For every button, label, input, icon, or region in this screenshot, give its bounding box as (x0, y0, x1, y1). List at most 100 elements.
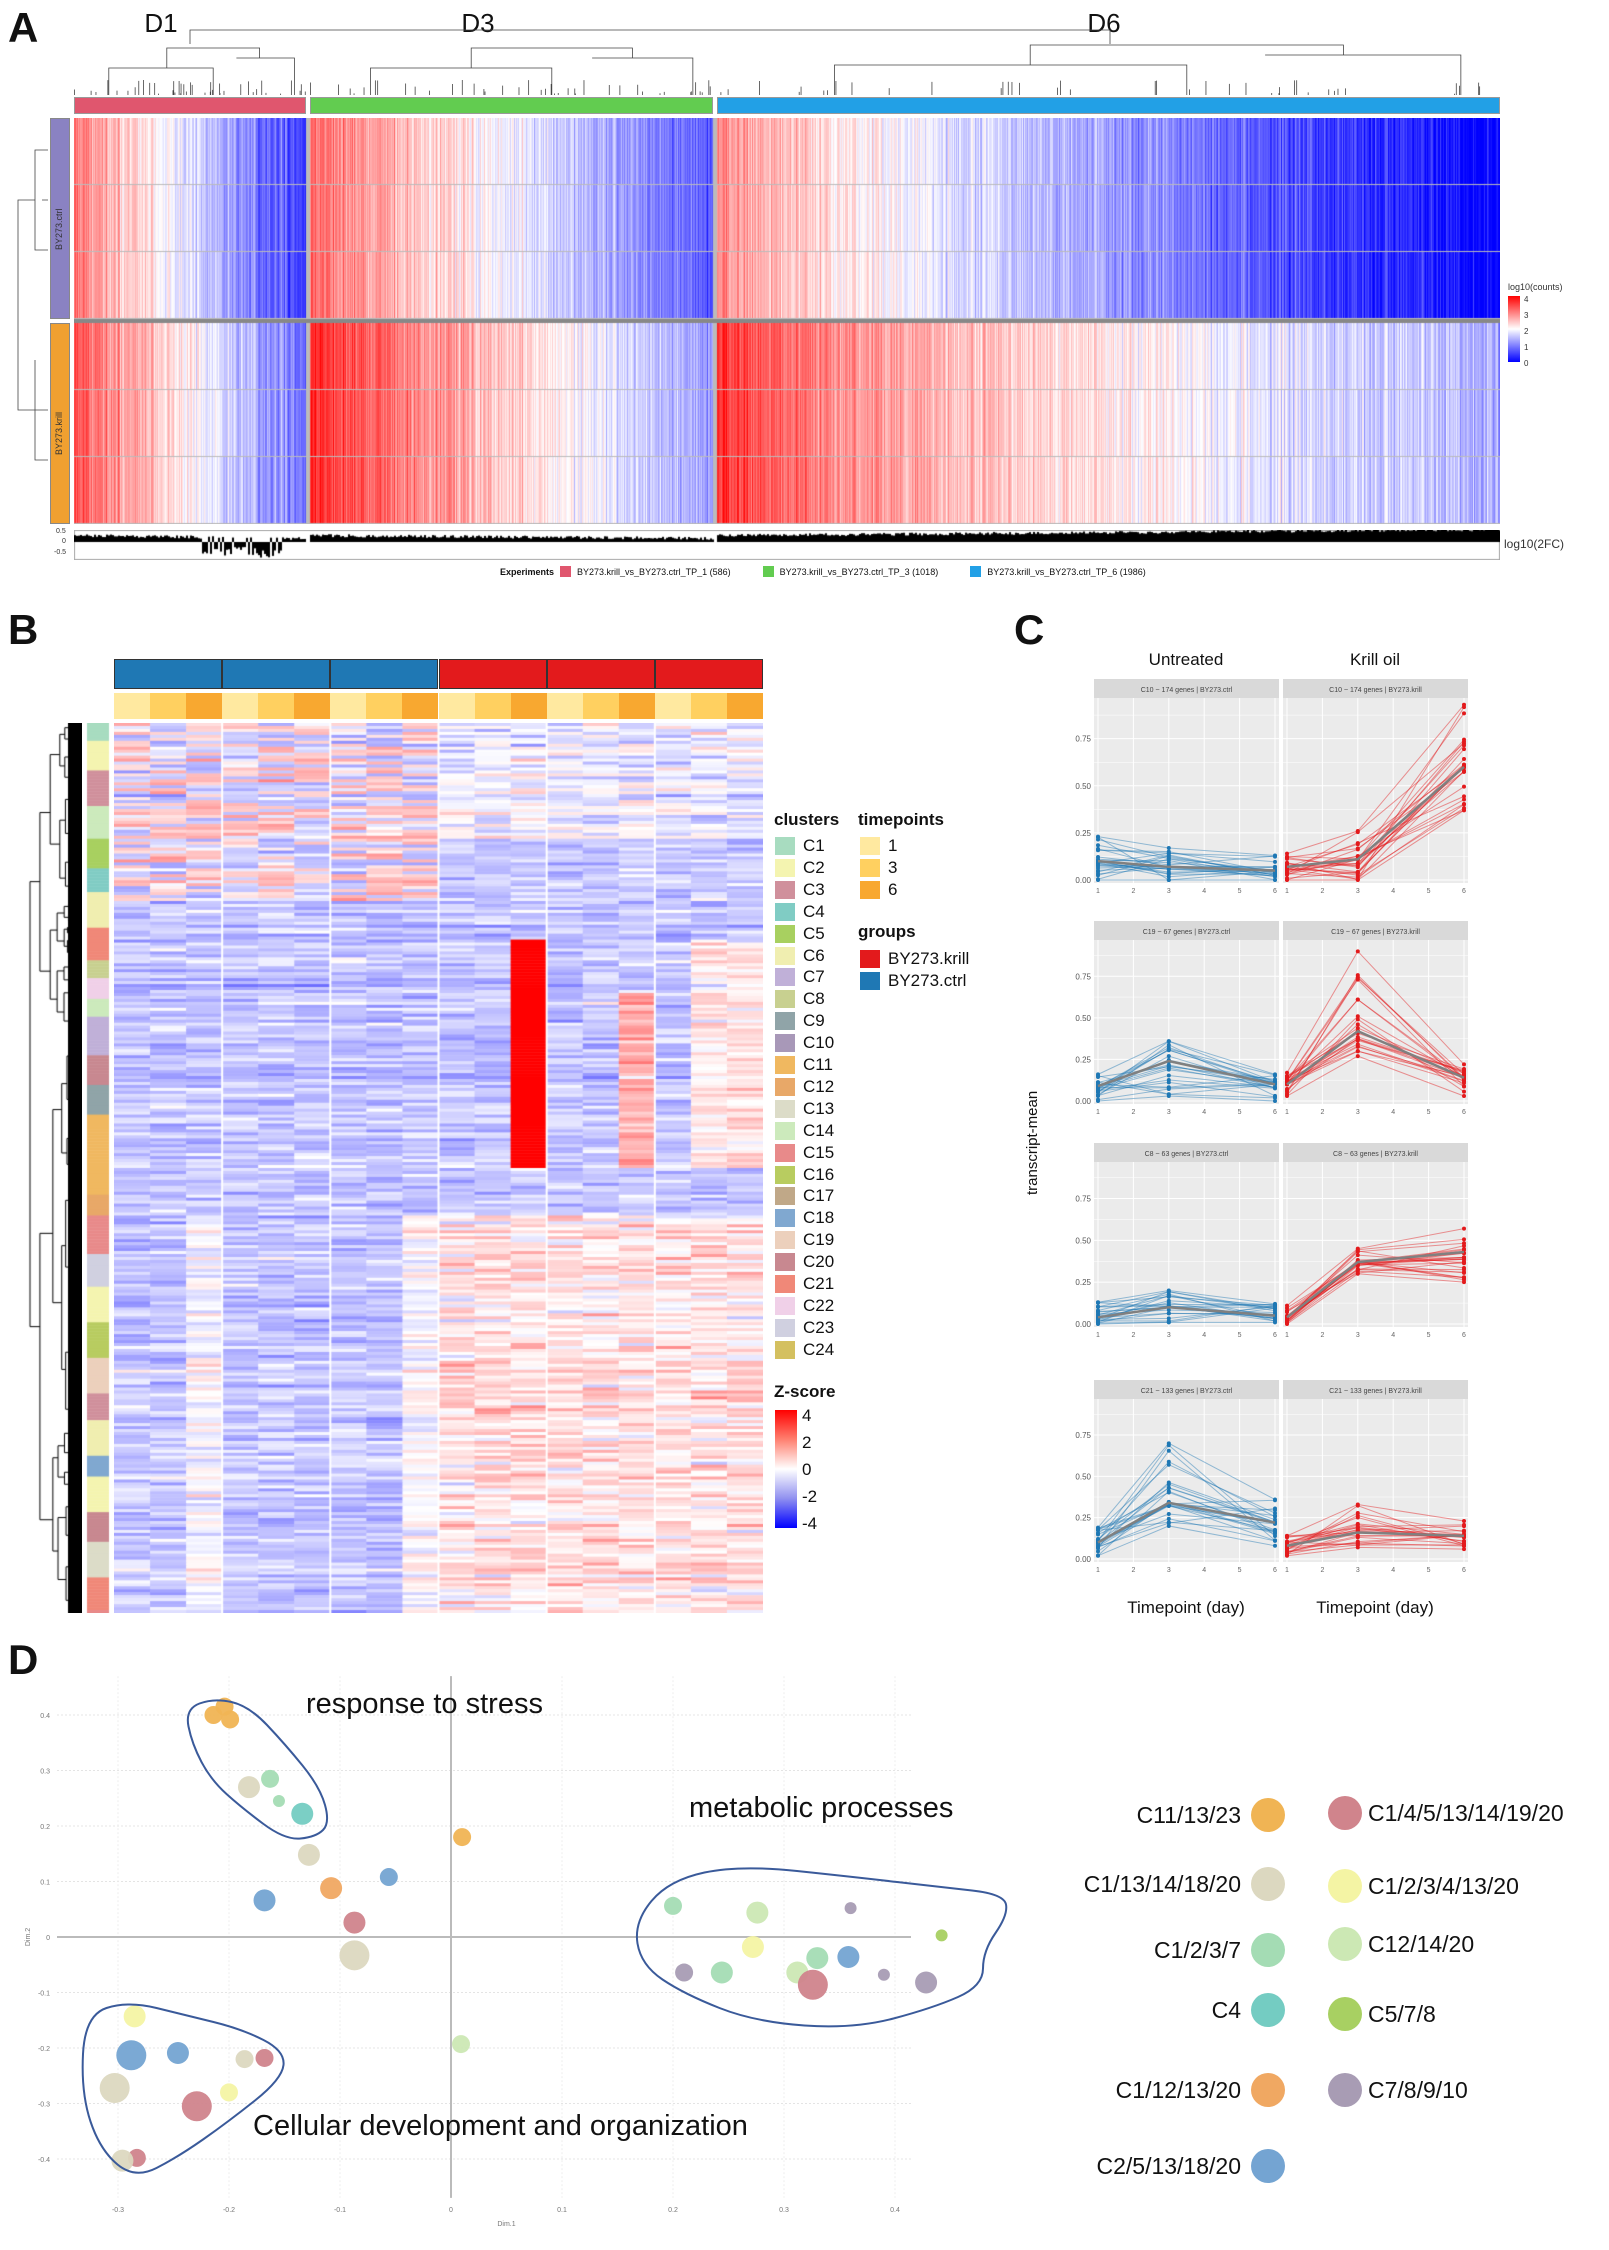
x-axis-label: Dim.1 (497, 2221, 515, 2228)
x-tick-label: 4 (1391, 1567, 1395, 1574)
legend-swatch (775, 946, 795, 965)
x-tick-label: 6 (1273, 1567, 1277, 1574)
legend-swatch (560, 566, 572, 577)
x-tick-label: 2 (1320, 1332, 1324, 1339)
x-tick-label: 0.1 (557, 2207, 567, 2214)
x-tick-label: 4 (1391, 888, 1395, 895)
column-group-label-d1: D1 (144, 8, 178, 38)
y-tick-label: 0.3 (40, 1769, 50, 1776)
facet-panel (1283, 940, 1468, 1104)
gene-point (1166, 877, 1171, 882)
gene-point (1166, 1294, 1171, 1299)
gene-point (1355, 861, 1360, 866)
gene-point (1462, 1275, 1466, 1280)
gene-point (1462, 1257, 1466, 1262)
gene-point (1166, 853, 1171, 858)
timepoint-annotation-cell (114, 693, 151, 719)
gene-point (1355, 1503, 1360, 1508)
column-group-label-d3: D3 (461, 8, 495, 38)
cluster-legend-item: C14 (775, 1121, 834, 1141)
scatter-point (237, 1776, 260, 1799)
x-tick-label: 5 (1238, 1567, 1242, 1574)
gene-point (1273, 1531, 1277, 1536)
gene-point (1166, 1047, 1171, 1052)
gene-point (1285, 1310, 1289, 1315)
gene-point (1273, 1308, 1277, 1313)
x-tick-label: 3 (1167, 1109, 1171, 1116)
timepoint-annotation-cell (222, 693, 259, 719)
x-tick-label: 5 (1427, 888, 1431, 895)
y-tick-label: -0.2 (38, 2046, 50, 2053)
legend-dot (1251, 2073, 1285, 2107)
scatter-legend-item: C2/5/13/18/20 (1096, 2148, 1285, 2184)
column-group-bar-d1 (74, 97, 306, 114)
y-tick-label: 0.00 (1075, 1555, 1091, 1564)
legend-swatch (775, 968, 795, 987)
gene-point (1096, 1304, 1100, 1309)
gene-point (1096, 1553, 1100, 1558)
scatter-legend-item: C12/14/20 (1328, 1926, 1474, 1962)
legend-dot (1251, 2149, 1285, 2183)
cluster-legend-item: C15 (775, 1143, 834, 1163)
scatter-legend-item: C1/2/3/4/13/20 (1328, 1868, 1519, 1904)
timepoint-annotation-cell (438, 693, 475, 719)
gene-point (1285, 876, 1289, 881)
facet-strip (1094, 679, 1279, 698)
x-tick-label: 1 (1285, 888, 1289, 895)
legend-label: C11/13/23 (1136, 1801, 1241, 1828)
x-tick-label: 2 (1131, 1332, 1135, 1339)
y-tick-label: 0.50 (1075, 782, 1091, 791)
legend-swatch (775, 1165, 795, 1184)
x-tick-label: 1 (1285, 1109, 1289, 1116)
legend-label: C22 (803, 1295, 835, 1315)
y-tick-label: 0.25 (1075, 1278, 1091, 1287)
colorbar-a (1508, 296, 1520, 362)
gene-point (1096, 1090, 1100, 1095)
gene-point (1096, 835, 1100, 840)
scatter-point (710, 1961, 733, 1984)
facet-strip-label: C8 ~ 63 genes | BY273.krill (1333, 1151, 1418, 1158)
x-tick-label: 1 (1285, 1567, 1289, 1574)
y-tick-label: 0.00 (1075, 1320, 1091, 1329)
x-tick-label: -0.2 (223, 2207, 235, 2214)
scatter-point (339, 1940, 370, 1971)
legend-swatch (775, 1231, 795, 1250)
facet-strip-label: C21 ~ 133 genes | BY273.krill (1329, 1388, 1422, 1395)
gene-point (1355, 841, 1360, 846)
scatter-point (272, 1795, 285, 1808)
barplot-tick: 0.5 (56, 528, 66, 535)
timepoint-annotation-cell (402, 693, 439, 719)
legend-label: C17 (803, 1186, 835, 1206)
scatter-point (116, 2040, 147, 2071)
legend-dot (1328, 2073, 1362, 2107)
gene-point (1355, 1515, 1360, 1520)
x-tick-label: 4 (1202, 1109, 1206, 1116)
gene-point (1096, 877, 1100, 882)
scatter-point (261, 1769, 280, 1788)
group-annotation-block (114, 659, 223, 689)
column-group-label-d6: D6 (1087, 8, 1121, 38)
gene-point (1462, 1270, 1466, 1275)
gene-point (1355, 1049, 1360, 1054)
facet-strip (1283, 1143, 1468, 1162)
clusters-legend-title: clusters (774, 810, 840, 829)
x-tick-label: 1 (1285, 1332, 1289, 1339)
gene-point (1166, 1064, 1171, 1069)
legend-dot (1328, 1869, 1362, 1903)
gene-point (1355, 975, 1360, 980)
column-group-bar-d3 (310, 97, 713, 114)
gene-point (1462, 711, 1466, 716)
x-tick-label: 6 (1273, 1332, 1277, 1339)
gene-point (1273, 1543, 1277, 1548)
legend-label: C3 (803, 879, 825, 899)
x-axis-label-text: Timepoint (day) (1127, 1598, 1245, 1617)
legend-label: C9 (803, 1011, 825, 1031)
scatter-legend-item: C11/13/23 (1137, 1797, 1285, 1833)
x-tick-label: 1 (1096, 888, 1100, 895)
cluster-legend-item: C16 (775, 1165, 834, 1185)
gene-point (1285, 1076, 1289, 1081)
legend-swatch (775, 1253, 795, 1272)
row-dendrogram (17, 149, 48, 461)
scatter-point (664, 1896, 682, 1915)
facet-strip-label: C19 ~ 67 genes | BY273.krill (1331, 929, 1420, 936)
